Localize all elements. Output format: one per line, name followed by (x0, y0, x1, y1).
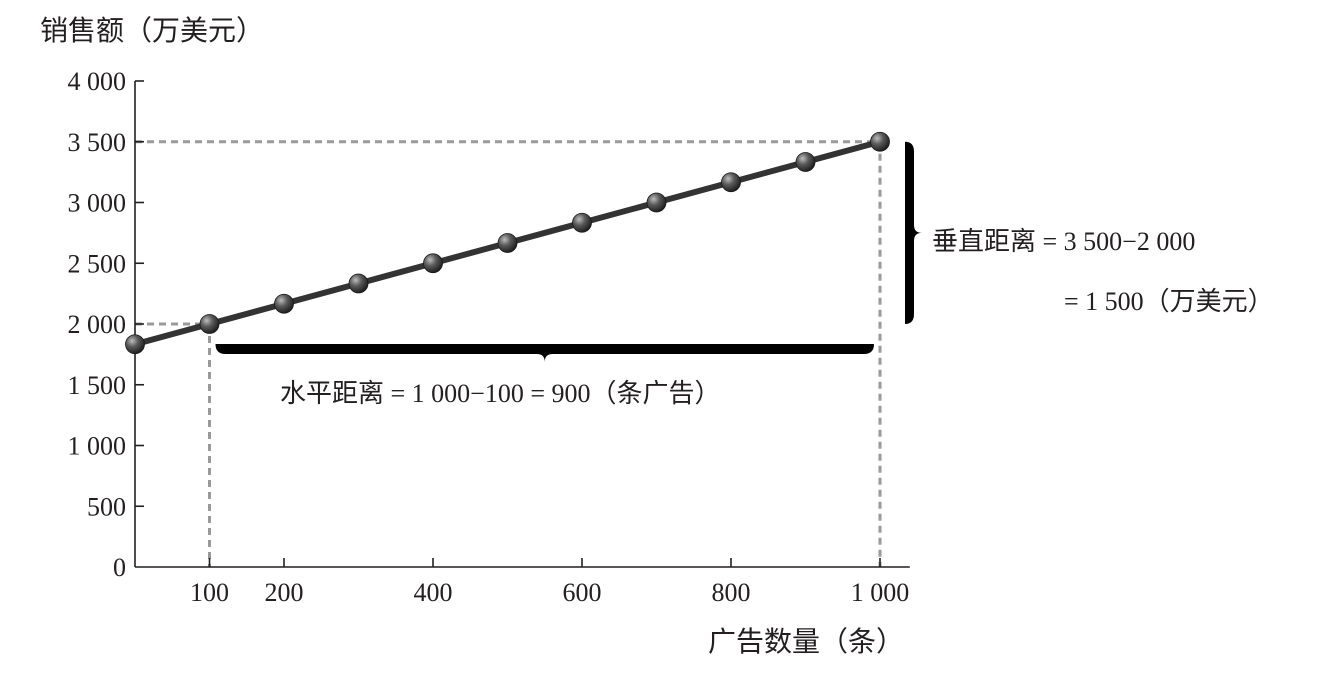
y-tick-label: 2 000 (68, 310, 127, 339)
data-point (348, 273, 369, 294)
data-point (870, 131, 890, 152)
data-point (572, 212, 592, 233)
x-tick-label: 400 (414, 578, 453, 607)
vertical-distance-label-1: 垂直距离 = 3 500−2 000 (932, 227, 1195, 256)
y-tick-label: 3 000 (68, 189, 127, 218)
y-tick-label: 1 000 (68, 432, 127, 461)
axes: 0 500 1 000 1 500 2 000 2 500 3 000 3 500 4 000 1… (68, 67, 910, 607)
vertical-distance-brace (905, 141, 922, 324)
data-point (423, 253, 443, 274)
x-tick-label: 100 (190, 578, 229, 607)
y-tick-label: 1 500 (68, 371, 127, 400)
x-tick-label: 800 (712, 578, 751, 607)
y-tick-label: 2 500 (68, 249, 127, 278)
series (125, 131, 890, 355)
x-tick-label: 600 (563, 578, 602, 607)
vertical-distance-label-2: = 1 500（万美元） (1064, 287, 1274, 316)
x-tick-label: 1 000 (851, 578, 910, 607)
braces (215, 141, 922, 362)
data-point (274, 293, 294, 314)
x-tick-label: 200 (265, 578, 304, 607)
horizontal-distance-label: 水平距离 = 1 000−100 = 900（条广告） (280, 379, 721, 408)
y-tick-label: 4 000 (68, 67, 127, 96)
x-axis-title: 广告数量（条） (708, 626, 904, 658)
data-point (795, 152, 816, 172)
y-tick-label: 0 (113, 553, 126, 582)
data-point (125, 334, 145, 355)
data-point (721, 172, 741, 193)
horizontal-distance-brace (215, 344, 874, 362)
data-point (646, 192, 667, 213)
data-point (199, 314, 220, 334)
y-axis-title: 销售额（万美元） (40, 15, 264, 47)
y-tick-label: 500 (87, 492, 126, 521)
y-tick-label: 3 500 (68, 128, 127, 157)
reference-lines (135, 140, 882, 567)
data-point (497, 233, 518, 253)
